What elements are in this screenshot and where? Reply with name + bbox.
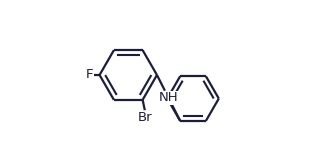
Text: NH: NH [159,92,179,104]
Text: Br: Br [137,111,152,124]
Text: F: F [86,69,93,81]
